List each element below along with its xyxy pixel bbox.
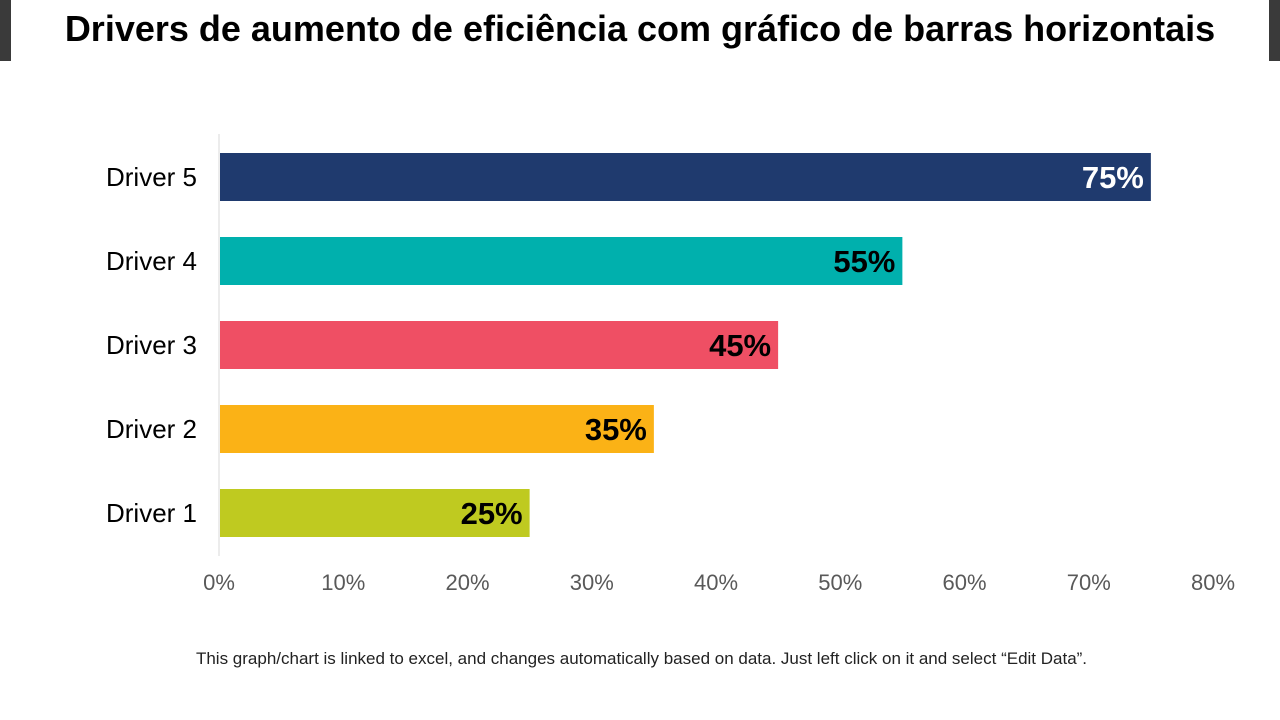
x-tick-label: 0% bbox=[203, 570, 235, 595]
category-label: Driver 1 bbox=[106, 498, 197, 528]
page-title: Drivers de aumento de eficiência com grá… bbox=[64, 8, 1216, 49]
chart-footnote: This graph/chart is linked to excel, and… bbox=[195, 649, 1088, 668]
x-tick-label: 30% bbox=[570, 570, 614, 595]
right-accent-bar bbox=[1269, 0, 1280, 61]
data-label: 45% bbox=[709, 328, 771, 363]
category-label: Driver 3 bbox=[106, 330, 197, 360]
bar-driver-3[interactable] bbox=[220, 321, 779, 369]
bar-driver-1[interactable] bbox=[220, 489, 530, 537]
category-label: Driver 5 bbox=[106, 162, 197, 192]
bar-driver-5[interactable] bbox=[220, 153, 1151, 201]
bar-driver-4[interactable] bbox=[220, 237, 903, 285]
x-tick-label: 50% bbox=[818, 570, 862, 595]
category-label: Driver 2 bbox=[106, 414, 197, 444]
x-tick-label: 20% bbox=[445, 570, 489, 595]
x-tick-label: 40% bbox=[694, 570, 738, 595]
data-label: 35% bbox=[585, 412, 647, 447]
data-label: 75% bbox=[1082, 160, 1144, 195]
x-tick-label: 80% bbox=[1191, 570, 1235, 595]
bar-driver-2[interactable] bbox=[220, 405, 654, 453]
data-label: 55% bbox=[833, 244, 895, 279]
left-accent-bar bbox=[0, 0, 11, 61]
x-tick-label: 70% bbox=[1067, 570, 1111, 595]
data-label: 25% bbox=[461, 496, 523, 531]
x-tick-label: 10% bbox=[321, 570, 365, 595]
x-tick-label: 60% bbox=[942, 570, 986, 595]
category-label: Driver 4 bbox=[106, 246, 197, 276]
